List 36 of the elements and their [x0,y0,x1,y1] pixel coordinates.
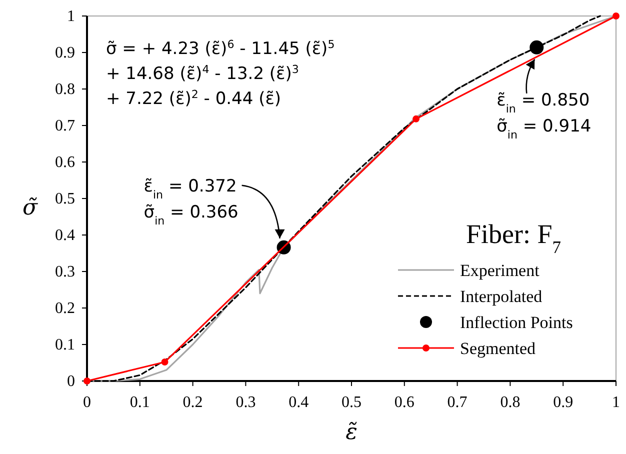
legend-label: Segmented [460,339,536,358]
legend-label: Interpolated [460,287,543,306]
x-tick-label: 0.7 [447,394,468,411]
y-tick-label: 0.4 [55,227,75,244]
x-tick-label: 0.4 [288,394,309,411]
point [161,358,168,366]
annotation: ε̃$_{in}$ = 0.850 σ̃$_{in}$ = 0.914 [496,90,592,141]
point [412,115,420,122]
y-tick-label: 0.7 [55,118,75,134]
x-axis-title: ε̃ [346,420,358,445]
point [530,40,544,54]
x-tick-label: 0.9 [553,394,574,411]
y-axis-title: σ̃ [22,196,38,220]
x-tick-label: 0.2 [182,394,203,411]
legend-label: Experiment [460,261,540,280]
y-tick-label: 0 [67,373,75,390]
x-tick-label: 1 [612,394,620,411]
y-tick-label: 0.1 [55,336,75,354]
y-tick-label: 0.6 [55,154,75,171]
point [612,12,620,20]
x-tick-label: 0.5 [342,394,362,411]
y-tick-label: 0.3 [55,264,75,280]
x-tick-label: 0.6 [394,394,414,411]
x-tick-label: 0.1 [130,394,150,411]
y-tick-label: 0.2 [55,300,75,317]
x-tick-label: 0 [83,394,91,411]
y-tick-label: 1 [67,8,75,25]
y-tick-label: 0.9 [55,44,75,62]
y-tick-label: 0.8 [55,81,75,98]
text: σ̃ = + 4.23 (ε̃)$^{6}$ - 11.45 (ε̃)$^{5}$ + 14.68 (ε̃)$^{4}$ - 13.2 (ε̃)$^{3}$ + 7.22 (ε̃)$^{2}$ - 0.44 (ε̃) [106,38,335,109]
legend-label: Inflection Points [460,313,573,332]
x-tick-label: 0.8 [500,394,520,411]
x-tick-label: 0.3 [236,394,256,411]
y-tick-label: 0.5 [55,190,75,208]
annotation: ε̃$_{in}$ = 0.372 σ̃$_{in}$ = 0.366 [144,176,238,227]
legend-title: Fiber: F$_{7}$ [466,219,562,257]
